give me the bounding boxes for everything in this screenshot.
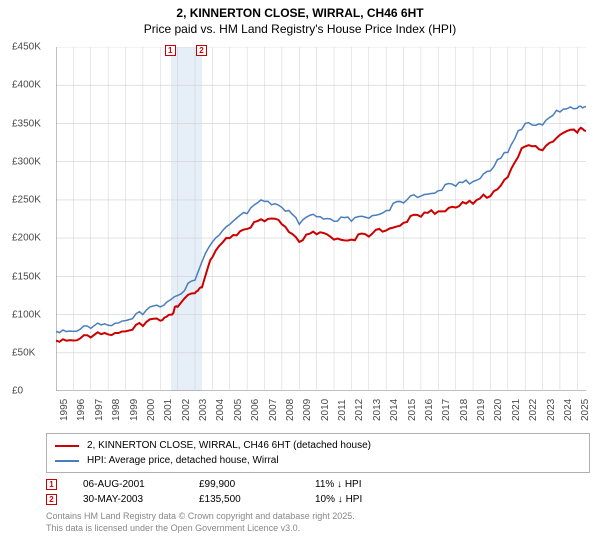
x-tick-label: 2016 [424,399,434,421]
x-tick-label: 2012 [354,399,364,421]
transaction-marker-0: 1 [46,479,57,490]
x-tick-label: 2025 [580,399,590,421]
x-tick-label: 2022 [528,399,538,421]
plot-svg [56,47,586,391]
transaction-row-1: 2 30-MAY-2003 £135,500 10% ↓ HPI [46,494,590,505]
transaction-price-0: £99,900 [199,479,289,490]
transaction-rows: 1 06-AUG-2001 £99,900 11% ↓ HPI 2 30-MAY… [46,479,590,505]
x-tick-label: 1997 [94,399,104,421]
legend-label-1: HPI: Average price, detached house, Wirr… [87,453,279,468]
transaction-row-0: 1 06-AUG-2001 £99,900 11% ↓ HPI [46,479,590,490]
transaction-price-1: £135,500 [199,494,289,505]
x-tick-label: 2020 [493,399,503,421]
y-tick-label: £50K [12,347,35,358]
x-tick-label: 2017 [441,399,451,421]
x-tick-label: 2024 [563,399,573,421]
x-tick-label: 2007 [268,399,278,421]
plot-marker: 2 [196,45,207,56]
x-tick-label: 2006 [250,399,260,421]
footer-attribution: Contains HM Land Registry data © Crown c… [46,511,590,534]
series-line [56,128,586,342]
y-tick-label: £150K [12,271,41,282]
x-tick-label: 2013 [372,399,382,421]
x-tick-label: 1995 [59,399,69,421]
x-tick-label: 2002 [181,399,191,421]
transaction-date-1: 30-MAY-2003 [83,494,173,505]
x-tick-label: 2018 [459,399,469,421]
x-tick-label: 2001 [163,399,173,421]
legend-item-1: HPI: Average price, detached house, Wirr… [55,453,581,468]
title-line-1: 2, KINNERTON CLOSE, WIRRAL, CH46 6HT [0,6,600,22]
y-tick-label: £350K [12,118,41,129]
series-line [56,106,586,332]
y-tick-label: £0 [12,386,23,397]
x-tick-label: 2021 [511,399,521,421]
x-tick-label: 2000 [146,399,156,421]
x-tick-label: 2019 [476,399,486,421]
legend-swatch-0 [55,445,79,447]
y-tick-label: £300K [12,156,41,167]
plot-region: 12 [56,47,586,391]
chart-title-block: 2, KINNERTON CLOSE, WIRRAL, CH46 6HT Pri… [0,0,600,37]
x-tick-label: 2010 [320,399,330,421]
y-tick-label: £100K [12,309,41,320]
legend-item-0: 2, KINNERTON CLOSE, WIRRAL, CH46 6HT (de… [55,438,581,453]
x-tick-label: 1998 [111,399,121,421]
x-tick-label: 2015 [407,399,417,421]
x-tick-label: 1999 [129,399,139,421]
legend: 2, KINNERTON CLOSE, WIRRAL, CH46 6HT (de… [46,433,590,473]
x-tick-label: 2014 [389,399,399,421]
transaction-delta-0: 11% ↓ HPI [315,479,405,490]
footer-line-2: This data is licensed under the Open Gov… [46,523,590,535]
legend-label-0: 2, KINNERTON CLOSE, WIRRAL, CH46 6HT (de… [87,438,371,453]
chart-area: 12 £0£50K£100K£150K£200K£250K£300K£350K£… [10,41,590,431]
y-tick-label: £250K [12,195,41,206]
y-tick-label: £450K [12,42,41,53]
transaction-date-0: 06-AUG-2001 [83,479,173,490]
x-tick-label: 2003 [198,399,208,421]
x-tick-label: 2005 [233,399,243,421]
plot-marker: 1 [165,45,176,56]
x-tick-label: 2004 [215,399,225,421]
x-tick-label: 2008 [285,399,295,421]
y-tick-label: £400K [12,80,41,91]
title-line-2: Price paid vs. HM Land Registry's House … [0,22,600,38]
y-tick-label: £200K [12,233,41,244]
x-tick-label: 2023 [546,399,556,421]
footer-line-1: Contains HM Land Registry data © Crown c… [46,511,590,523]
legend-swatch-1 [55,460,79,462]
transaction-marker-1: 2 [46,494,57,505]
transaction-delta-1: 10% ↓ HPI [315,494,405,505]
x-tick-label: 2009 [302,399,312,421]
x-tick-label: 1996 [76,399,86,421]
x-tick-label: 2011 [337,400,347,422]
